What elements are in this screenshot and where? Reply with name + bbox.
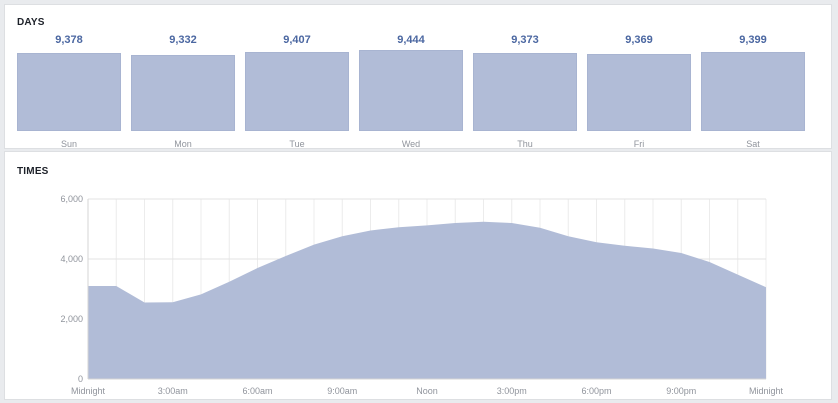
x-tick-label: 9:00am — [327, 386, 357, 396]
day-column-mon[interactable]: 9,332 Mon — [131, 5, 235, 149]
times-data-point — [735, 272, 741, 278]
x-tick-label: 6:00am — [242, 386, 272, 396]
day-label: Mon — [174, 139, 192, 149]
day-label: Tue — [289, 139, 305, 149]
times-data-point — [565, 233, 571, 239]
day-column-wed[interactable]: 9,444 Wed — [359, 5, 463, 149]
times-data-point — [424, 222, 430, 228]
times-data-point — [622, 243, 628, 249]
times-data-point — [481, 219, 487, 225]
day-label: Wed — [401, 139, 421, 149]
day-value-label: 9,407 — [283, 34, 311, 46]
x-tick-label: 3:00pm — [497, 386, 527, 396]
y-tick-label: 0 — [78, 374, 83, 384]
times-data-point — [142, 300, 148, 306]
x-tick-label: 6:00pm — [581, 386, 611, 396]
x-tick-label: 3:00am — [158, 386, 188, 396]
x-tick-label: Noon — [416, 386, 438, 396]
times-section-title: TIMES — [17, 166, 49, 177]
day-bar[interactable] — [17, 53, 121, 131]
days-panel: DAYS 9,378 Sun 9,332 Mon 9,407 Tue 9,444 Wed 9,3… — [4, 4, 832, 149]
day-column-thu[interactable]: 9,373 Thu — [473, 5, 577, 149]
day-label: Sun — [60, 139, 77, 149]
day-value-label: 9,444 — [397, 34, 425, 46]
times-data-point — [198, 291, 204, 297]
day-column-fri[interactable]: 9,369 Fri — [587, 5, 691, 149]
times-data-point — [255, 265, 261, 271]
times-data-point — [339, 233, 345, 239]
times-data-point — [594, 239, 600, 245]
y-tick-label: 4,000 — [60, 254, 83, 264]
day-value-label: 9,378 — [55, 34, 83, 46]
times-area-chart: 0 2,000 4,000 6,000 Midnight 3:00am 6:00am 9:00… — [60, 194, 784, 396]
times-data-point — [650, 246, 656, 252]
day-bar[interactable] — [473, 53, 577, 131]
day-value-label: 9,332 — [169, 34, 197, 46]
day-column-sat[interactable]: 9,399 Sat — [701, 5, 805, 149]
day-bar[interactable] — [701, 52, 805, 131]
day-value-label: 9,399 — [739, 34, 767, 46]
times-panel: TIMES 0 2,000 4,000 6,000 Midnight 3:00am 6:00… — [4, 151, 832, 400]
times-data-point — [283, 253, 289, 259]
day-value-label: 9,369 — [625, 34, 653, 46]
x-tick-label: 9:00pm — [666, 386, 696, 396]
day-label: Thu — [517, 139, 533, 149]
day-column-sun[interactable]: 9,378 Sun — [17, 5, 121, 149]
times-data-point — [537, 225, 543, 231]
day-label: Sat — [746, 139, 760, 149]
times-data-point — [113, 283, 119, 289]
times-data-point — [396, 224, 402, 230]
times-area-series — [88, 221, 766, 379]
y-tick-label: 6,000 — [60, 194, 83, 204]
day-bar[interactable] — [131, 55, 235, 131]
times-data-point — [368, 228, 374, 234]
days-section-title: DAYS — [17, 17, 45, 28]
times-data-point — [707, 259, 713, 265]
times-data-point — [170, 299, 176, 305]
times-data-point — [678, 250, 684, 256]
x-tick-label: Midnight — [71, 386, 106, 396]
times-data-point — [509, 220, 515, 226]
times-data-point — [311, 242, 317, 248]
y-tick-label: 2,000 — [60, 314, 83, 324]
times-data-point — [763, 284, 769, 290]
x-tick-label: Midnight — [749, 386, 784, 396]
day-bar[interactable] — [359, 49, 463, 131]
day-label: Fri — [633, 139, 645, 149]
day-bar[interactable] — [587, 53, 691, 131]
times-data-point — [452, 220, 458, 226]
day-column-tue[interactable]: 9,407 Tue — [245, 5, 349, 149]
times-data-point — [226, 279, 232, 285]
day-bar[interactable] — [245, 51, 349, 131]
day-value-label: 9,373 — [511, 34, 539, 46]
